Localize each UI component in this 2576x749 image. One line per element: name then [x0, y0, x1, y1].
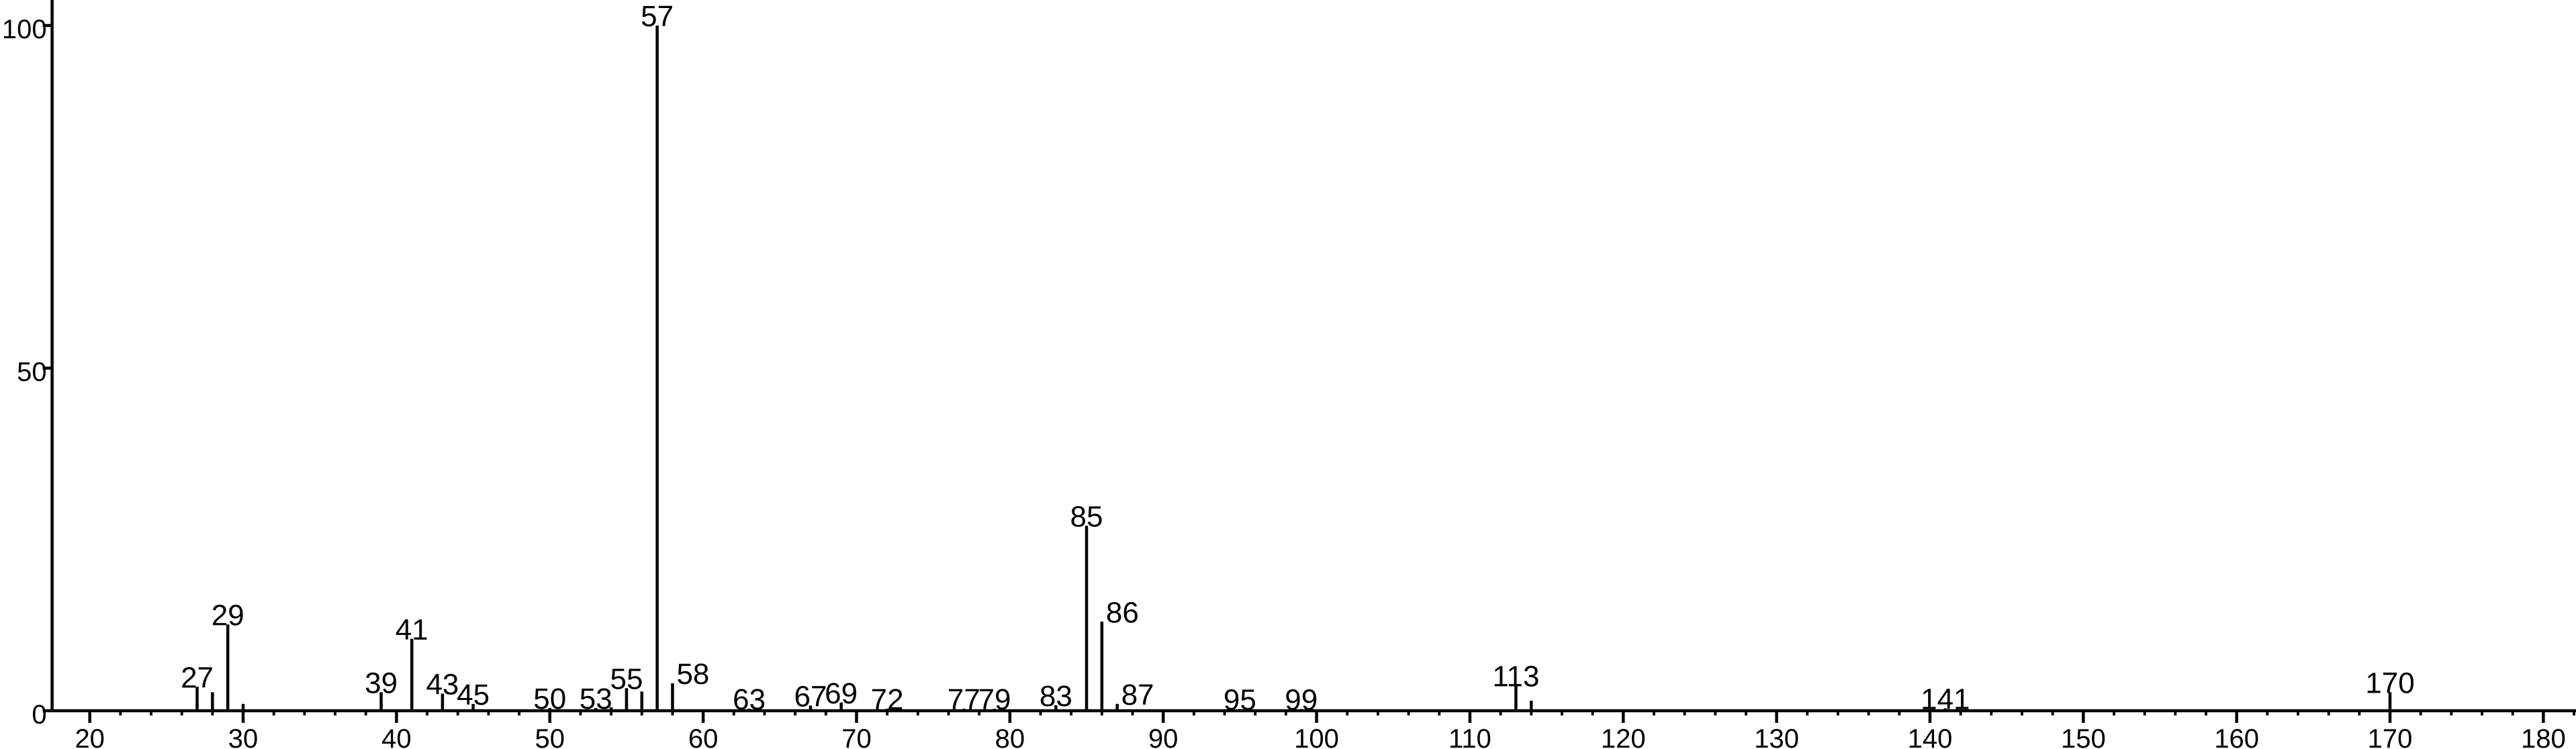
- svg-text:58: 58: [676, 658, 709, 691]
- svg-text:20: 20: [75, 724, 105, 749]
- svg-text:60: 60: [688, 724, 719, 749]
- svg-text:69: 69: [825, 677, 858, 710]
- svg-text:113: 113: [1492, 660, 1539, 693]
- svg-text:55: 55: [610, 662, 643, 695]
- svg-text:110: 110: [1448, 724, 1491, 749]
- svg-text:70: 70: [841, 724, 872, 749]
- svg-text:27: 27: [181, 661, 214, 694]
- svg-text:87: 87: [1121, 679, 1154, 711]
- svg-text:86: 86: [1106, 596, 1139, 629]
- svg-text:67: 67: [794, 680, 827, 713]
- svg-text:100: 100: [2, 15, 47, 44]
- svg-text:45: 45: [457, 679, 490, 711]
- svg-text:79: 79: [978, 683, 1011, 716]
- svg-text:100: 100: [1294, 724, 1339, 749]
- svg-text:39: 39: [365, 666, 398, 699]
- svg-text:85: 85: [1070, 500, 1103, 533]
- svg-text:80: 80: [995, 724, 1025, 749]
- svg-text:50: 50: [17, 358, 47, 387]
- svg-text:57: 57: [641, 0, 674, 33]
- svg-text:29: 29: [212, 599, 244, 632]
- svg-text:83: 83: [1040, 680, 1072, 713]
- svg-text:41: 41: [396, 613, 428, 646]
- svg-text:50: 50: [535, 724, 565, 749]
- svg-text:40: 40: [381, 724, 412, 749]
- svg-text:77: 77: [948, 683, 980, 716]
- svg-text:53: 53: [580, 683, 612, 715]
- svg-text:141: 141: [1921, 683, 1970, 715]
- svg-text:170: 170: [2368, 724, 2413, 749]
- svg-text:90: 90: [1148, 724, 1179, 749]
- svg-text:63: 63: [733, 683, 766, 716]
- svg-text:30: 30: [228, 724, 259, 749]
- svg-text:120: 120: [1601, 724, 1646, 749]
- svg-text:170: 170: [2365, 666, 2414, 699]
- svg-text:130: 130: [1754, 724, 1799, 749]
- svg-text:150: 150: [2061, 724, 2106, 749]
- svg-text:95: 95: [1224, 683, 1256, 716]
- svg-text:140: 140: [1908, 724, 1953, 749]
- svg-text:99: 99: [1285, 683, 1318, 716]
- svg-text:72: 72: [871, 683, 904, 716]
- svg-text:180: 180: [2521, 724, 2566, 749]
- svg-text:50: 50: [533, 683, 566, 715]
- svg-text:160: 160: [2214, 724, 2259, 749]
- svg-text:0: 0: [32, 700, 46, 730]
- svg-text:43: 43: [426, 668, 459, 701]
